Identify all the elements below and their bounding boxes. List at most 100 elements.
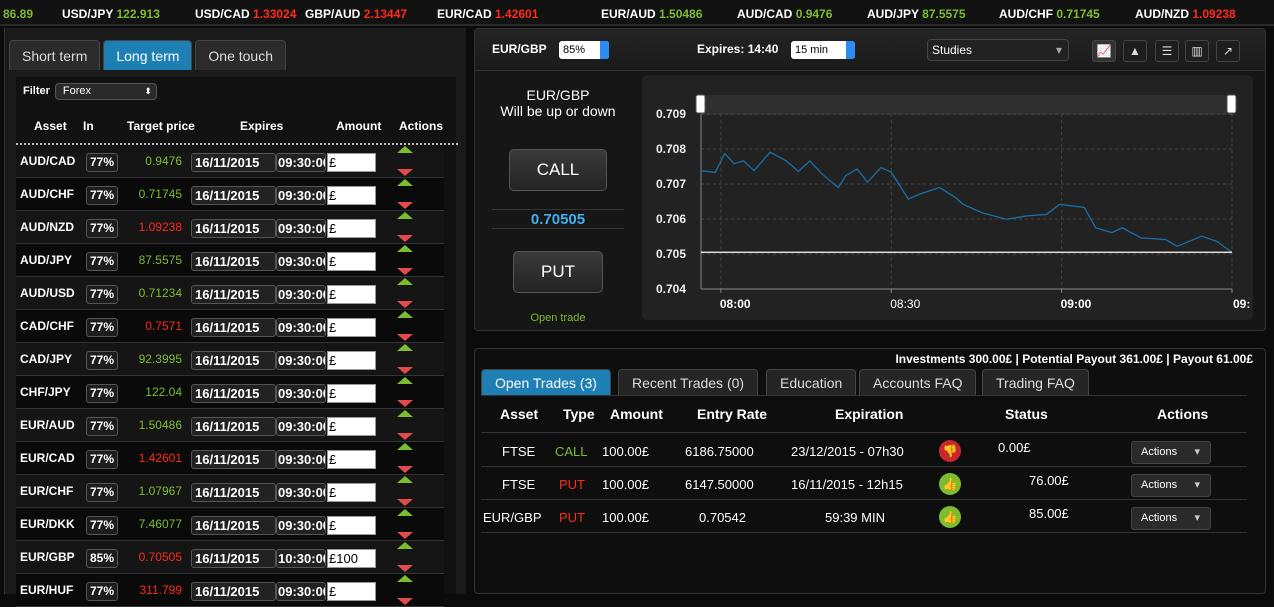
col-asset: Asset — [500, 406, 539, 422]
put-arrow-icon[interactable] — [397, 499, 413, 506]
expiry-time-field[interactable]: 09:30:00 — [276, 450, 326, 469]
put-arrow-icon[interactable] — [397, 367, 413, 374]
bar-chart-icon[interactable]: ▥ — [1185, 40, 1209, 62]
call-arrow-icon[interactable] — [397, 311, 413, 318]
put-arrow-icon[interactable] — [397, 598, 413, 605]
amount-input[interactable]: £ — [327, 153, 376, 172]
amount-input[interactable]: £ — [327, 318, 376, 337]
line-chart-icon[interactable]: 📈 — [1092, 40, 1116, 62]
settings-sliders-icon[interactable]: ☰ — [1155, 40, 1179, 62]
amount-input[interactable]: £ — [327, 582, 376, 601]
tab-trading-faq[interactable]: Trading FAQ — [982, 369, 1089, 395]
expiry-time-field[interactable]: 09:30:00 — [276, 153, 326, 172]
expiry-time-field[interactable]: 09:30:00 — [276, 219, 326, 238]
call-arrow-icon[interactable] — [397, 245, 413, 252]
call-arrow-icon[interactable] — [397, 377, 413, 384]
duration-spinner[interactable]: 15 min — [791, 41, 855, 59]
expiry-date-field[interactable]: 16/11/2015 — [191, 318, 276, 337]
amount-input[interactable]: £ — [327, 186, 376, 205]
put-arrow-icon[interactable] — [397, 301, 413, 308]
tab-short-term[interactable]: Short term — [9, 40, 101, 70]
put-arrow-icon[interactable] — [397, 400, 413, 407]
expiry-time-field[interactable]: 09:30:00 — [276, 417, 326, 436]
ticker-item: USD/JPY 122.913 — [62, 7, 160, 21]
expiry-date-field[interactable]: 16/11/2015 — [191, 252, 276, 271]
percent-spinner[interactable]: 85% — [559, 41, 609, 59]
amount-input[interactable]: £ — [327, 516, 376, 535]
expiry-time-field[interactable]: 09:30:00 — [276, 285, 326, 304]
expiry-date-field[interactable]: 16/11/2015 — [191, 582, 276, 601]
call-arrow-icon[interactable] — [397, 575, 413, 582]
call-arrow-icon[interactable] — [397, 410, 413, 417]
amount-input[interactable]: £ — [327, 219, 376, 238]
call-arrow-icon[interactable] — [397, 542, 413, 549]
amount-input[interactable]: £ — [327, 417, 376, 436]
call-arrow-icon[interactable] — [397, 344, 413, 351]
put-arrow-icon[interactable] — [397, 202, 413, 209]
expiry-time-field[interactable]: 09:30:00 — [276, 582, 326, 601]
asset-row: AUD/CHF 77% 0.71745 16/11/2015 09:30:00 £ — [16, 178, 444, 211]
expiry-time-field[interactable]: 09:30:00 — [276, 351, 326, 370]
put-arrow-icon[interactable] — [397, 466, 413, 473]
put-button[interactable]: PUT — [513, 251, 603, 293]
open-trade-link[interactable]: Open trade — [530, 312, 586, 324]
expiry-date-field[interactable]: 16/11/2015 — [191, 351, 276, 370]
y-tick-label: 0.706 — [656, 212, 686, 226]
expiry-date-field[interactable]: 16/11/2015 — [191, 186, 276, 205]
amount-input[interactable]: £100 — [327, 549, 376, 568]
put-arrow-icon[interactable] — [397, 565, 413, 572]
amount-input[interactable]: £ — [327, 483, 376, 502]
put-arrow-icon[interactable] — [397, 235, 413, 242]
expiry-date-field[interactable]: 16/11/2015 — [191, 483, 276, 502]
expiry-time-field[interactable]: 09:30:00 — [276, 318, 326, 337]
call-arrow-icon[interactable] — [397, 509, 413, 516]
actions-dropdown[interactable]: Actions — [1131, 474, 1211, 497]
trade-amount: 100.00£ — [602, 444, 649, 459]
expiry-time-field[interactable]: 10:30:00 — [276, 549, 326, 568]
amount-input[interactable]: £ — [327, 285, 376, 304]
call-arrow-icon[interactable] — [397, 179, 413, 186]
expiry-time-field[interactable]: 09:30:00 — [276, 186, 326, 205]
expiry-time-field[interactable]: 09:30:00 — [276, 516, 326, 535]
amount-input[interactable]: £ — [327, 384, 376, 403]
call-button[interactable]: CALL — [509, 149, 607, 191]
tab-accounts-faq[interactable]: Accounts FAQ — [859, 369, 977, 395]
tab-open-trades-[interactable]: Open Trades (3) — [481, 369, 611, 395]
call-arrow-icon[interactable] — [397, 212, 413, 219]
put-arrow-icon[interactable] — [397, 334, 413, 341]
expiry-date-field[interactable]: 16/11/2015 — [191, 153, 276, 172]
price-line — [700, 151, 1233, 253]
amount-input[interactable]: £ — [327, 351, 376, 370]
popout-icon[interactable]: ↗ — [1216, 40, 1240, 62]
actions-dropdown[interactable]: Actions — [1131, 507, 1211, 530]
tab-long-term[interactable]: Long term — [103, 40, 193, 70]
tab-education[interactable]: Education — [766, 369, 857, 395]
ticker-value: 87.5575 — [922, 7, 966, 21]
tab-recent-trades-[interactable]: Recent Trades (0) — [618, 369, 759, 395]
expiry-date-field[interactable]: 16/11/2015 — [191, 384, 276, 403]
put-arrow-icon[interactable] — [397, 433, 413, 440]
amount-input[interactable]: £ — [327, 252, 376, 271]
call-arrow-icon[interactable] — [397, 476, 413, 483]
filter-select[interactable]: Forex — [54, 82, 157, 100]
expiry-time-field[interactable]: 09:30:00 — [276, 483, 326, 502]
call-arrow-icon[interactable] — [397, 146, 413, 153]
studies-select[interactable]: Studies — [927, 39, 1069, 61]
call-arrow-icon[interactable] — [397, 443, 413, 450]
expiry-time-field[interactable]: 09:30:00 — [276, 252, 326, 271]
call-arrow-icon[interactable] — [397, 278, 413, 285]
put-arrow-icon[interactable] — [397, 268, 413, 275]
expiry-date-field[interactable]: 16/11/2015 — [191, 285, 276, 304]
tab-one-touch[interactable]: One touch — [195, 40, 287, 70]
expiry-time-field[interactable]: 09:30:00 — [276, 384, 326, 403]
actions-dropdown[interactable]: Actions — [1131, 441, 1211, 464]
expiry-date-field[interactable]: 16/11/2015 — [191, 417, 276, 436]
expiry-date-field[interactable]: 16/11/2015 — [191, 450, 276, 469]
put-arrow-icon[interactable] — [397, 532, 413, 539]
expiry-date-field[interactable]: 16/11/2015 — [191, 219, 276, 238]
expiry-date-field[interactable]: 16/11/2015 — [191, 549, 276, 568]
expiry-date-field[interactable]: 16/11/2015 — [191, 516, 276, 535]
amount-input[interactable]: £ — [327, 450, 376, 469]
put-arrow-icon[interactable] — [397, 169, 413, 176]
area-chart-icon[interactable]: ▲ — [1123, 40, 1147, 62]
